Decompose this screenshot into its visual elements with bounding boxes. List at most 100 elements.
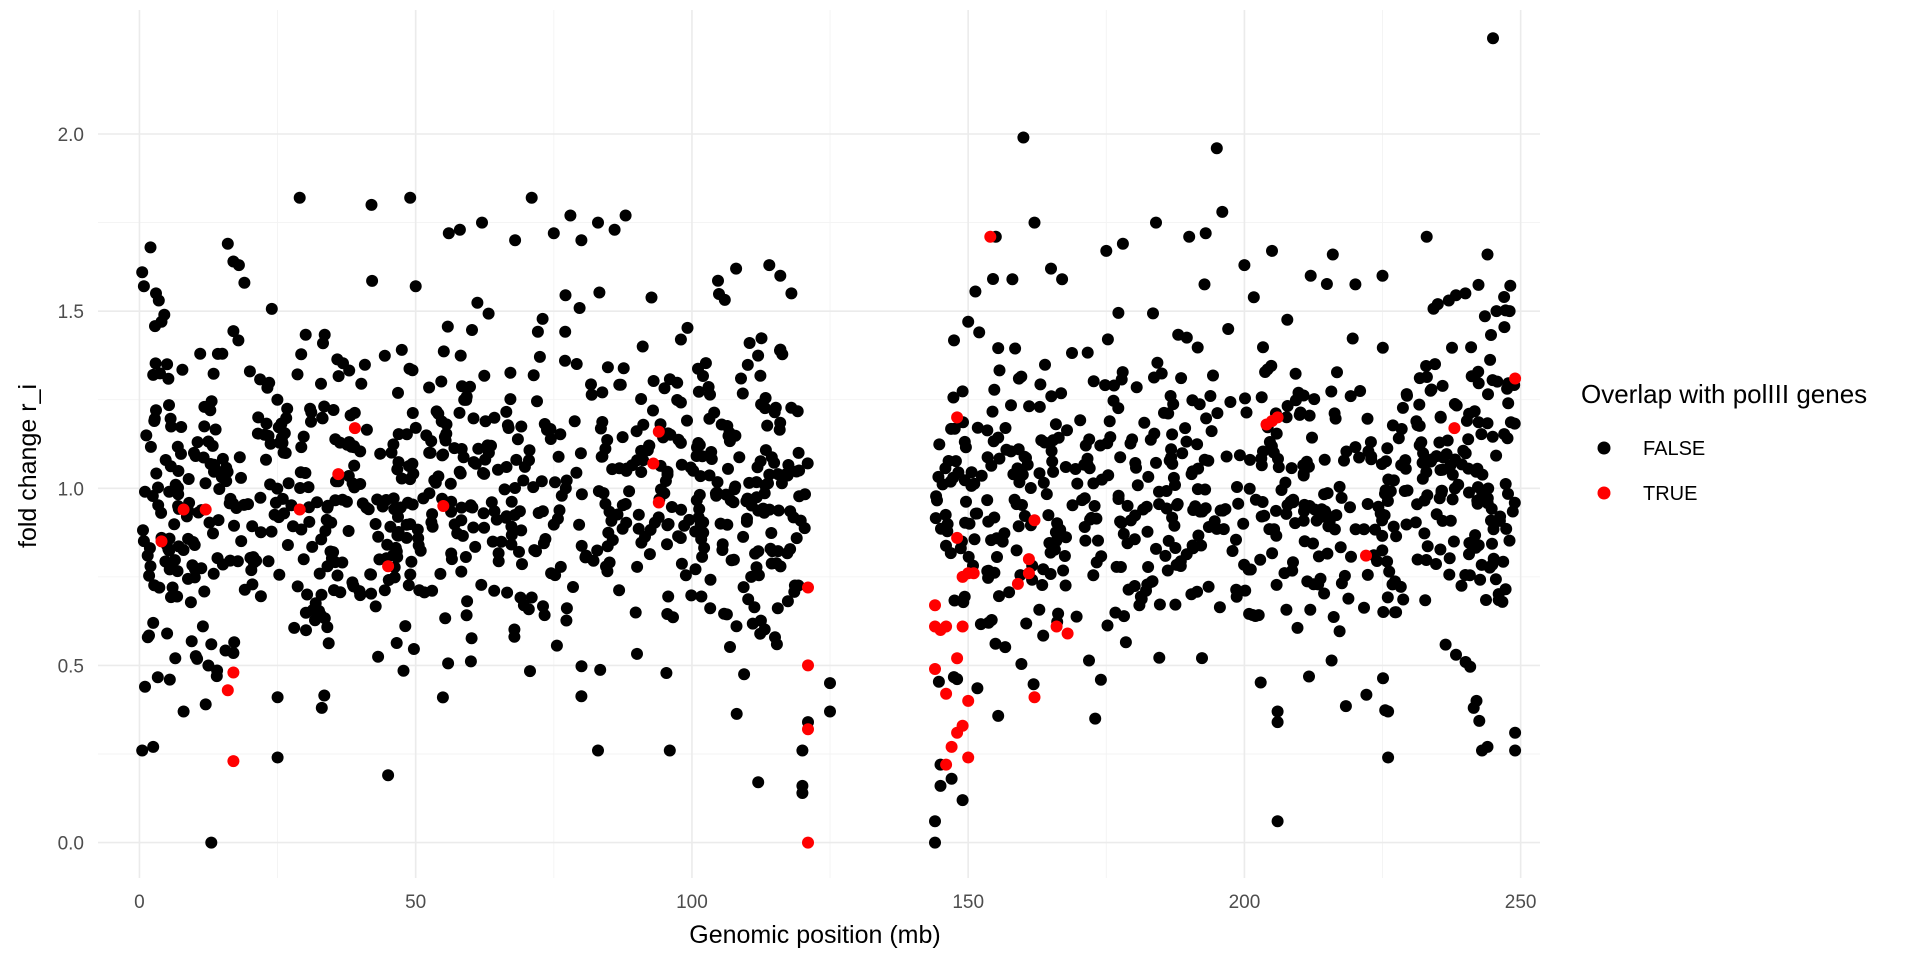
data-point-false [1446,468,1459,481]
data-point-false [932,675,945,688]
data-point-false [260,453,272,466]
data-point-false [712,274,724,287]
data-point-false [1070,610,1083,623]
data-point-true [652,425,665,438]
data-point-false [1272,452,1284,465]
data-point-false [358,358,371,371]
data-point-false [331,353,344,366]
data-point-false [1503,305,1516,318]
data-point-false [1129,509,1142,522]
data-point-false [407,643,420,655]
data-point-false [1153,651,1166,664]
data-point-false [513,545,525,558]
data-point-false [209,423,222,436]
data-point-false [315,588,328,601]
data-point-false [1208,515,1221,528]
data-point-false [981,494,994,507]
data-point-false [574,447,587,460]
data-point-false [1471,497,1484,510]
data-point-false [1498,321,1511,334]
data-point-false [147,616,160,629]
data-point-false [426,508,439,521]
data-point-false [738,668,751,681]
data-point-false [679,569,692,582]
data-point-false [1045,262,1057,275]
data-point-false [617,362,630,375]
data-point-false [774,416,787,429]
data-point-false [956,794,969,807]
data-point-false [1425,383,1438,396]
data-point-false [711,476,724,489]
data-point-false [1448,398,1461,410]
data-point-false [1474,573,1487,586]
data-point-false [592,744,604,757]
data-point-false [704,602,717,615]
data-point-false [488,411,501,424]
data-point-false [1338,454,1350,467]
data-point-false [1387,520,1400,533]
data-point-false [509,482,521,494]
data-point-false [754,455,767,468]
data-point-false [1112,306,1125,319]
data-point-false [1271,716,1284,729]
data-point-false [675,557,688,570]
data-point-false [1059,461,1072,473]
data-point-false [956,385,969,398]
data-point-false [478,521,491,534]
data-point-false [1059,579,1072,592]
data-point-false [1168,519,1181,532]
data-point-false [1465,370,1478,383]
data-point-false [331,569,344,582]
data-point-false [466,324,478,336]
data-point-false [1446,341,1458,354]
data-point-false [454,467,467,480]
data-point-false [152,499,165,512]
data-point-true [945,740,958,753]
data-point-false [1342,592,1355,605]
data-point-false [1058,550,1071,562]
data-point-false [704,388,716,401]
data-point-false [1364,436,1377,449]
data-point-true [802,581,814,594]
data-point-false [469,540,482,553]
data-point-false [274,421,287,433]
data-point-false [1472,278,1485,291]
data-point-false [228,519,240,532]
data-point-true [1022,553,1035,566]
data-point-false [1230,533,1242,546]
data-point-false [202,659,215,672]
data-point-false [168,554,181,567]
data-point-false [1470,694,1483,707]
data-point-false [316,412,329,425]
data-point-false [220,475,233,488]
data-point-false [271,393,284,406]
data-point-false [1180,435,1193,448]
data-point-false [1361,498,1374,510]
data-point-false [515,524,528,537]
data-point-false [365,587,378,600]
data-point-false [602,526,615,539]
data-point-false [329,556,342,569]
data-point-false [533,350,546,363]
data-point-false [1034,378,1047,391]
data-point-false [1046,455,1059,468]
data-point-false [1088,500,1101,512]
data-point-false [498,483,511,496]
data-point-false [1239,392,1251,405]
data-point-false [1147,307,1159,320]
data-point-false [632,522,645,535]
data-point-true [951,411,964,424]
data-point-false [981,424,994,437]
data-point-false [697,516,710,529]
data-point-false [321,499,334,512]
data-point-false [1339,700,1352,713]
data-point-false [1497,555,1510,568]
data-point-false [947,391,960,404]
data-point-false [445,547,458,560]
data-point-false [163,673,176,686]
data-point-false [1016,468,1029,481]
data-point-false [1399,462,1412,475]
data-point-false [140,429,153,442]
data-point-false [439,612,452,625]
data-point-false [1490,449,1503,462]
